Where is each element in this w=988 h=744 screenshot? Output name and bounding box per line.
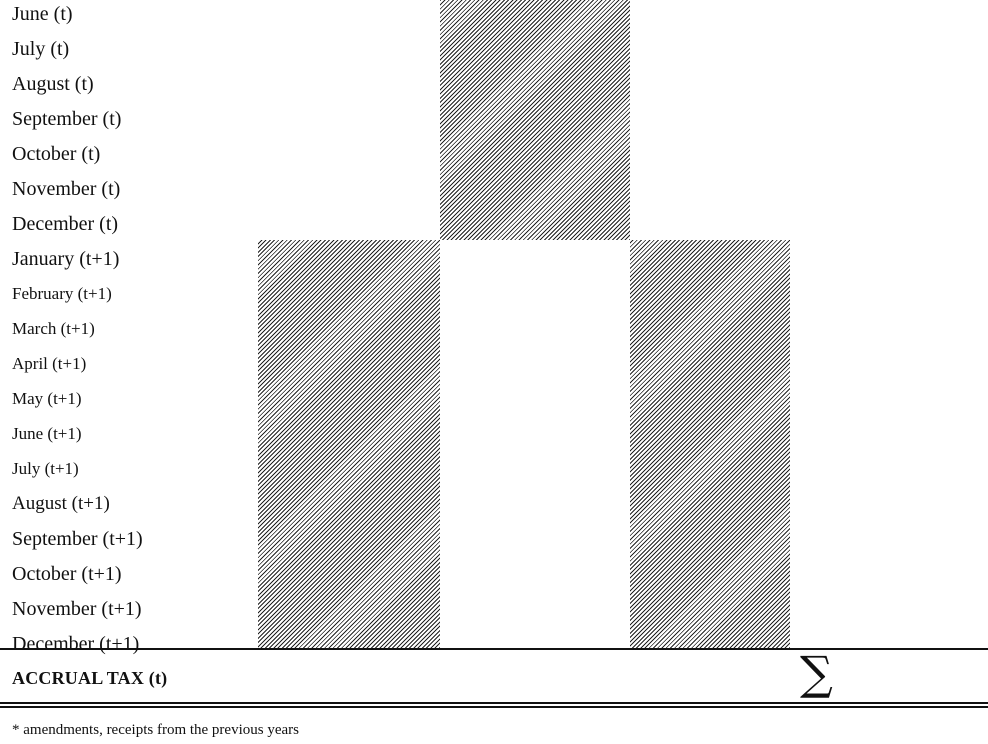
hatched-cell-current-year: [440, 0, 630, 240]
row-label: November (t+1): [12, 598, 142, 620]
row-label: June (t+1): [12, 424, 82, 443]
sum-symbol: ∑: [800, 646, 833, 700]
row-label: January (t+1): [12, 248, 120, 270]
row-label: February (t+1): [12, 284, 112, 303]
row-label: December (t+1): [12, 633, 140, 655]
row-label: August (t+1): [12, 493, 110, 514]
row-label: October (t+1): [12, 563, 122, 585]
row-label: May (t+1): [12, 389, 82, 408]
hatched-cell-next-year-right: [630, 240, 790, 648]
total-bottom-rule-1: [0, 702, 988, 704]
row-label: December (t): [12, 213, 119, 235]
row-label: March (t+1): [12, 319, 95, 338]
accrual-tax-label: ACCRUAL TAX (t): [12, 668, 168, 688]
total-bottom-rule-2: [0, 706, 988, 708]
row-label: October (t): [12, 143, 101, 165]
row-label: June (t): [12, 3, 73, 25]
hatched-cell-next-year-left: [258, 240, 440, 648]
row-label: August (t): [12, 73, 94, 95]
total-top-rule: [0, 648, 988, 650]
row-label: April (t+1): [12, 354, 87, 373]
row-label: September (t+1): [12, 528, 143, 550]
row-label: July (t): [12, 38, 70, 60]
row-label: July (t+1): [12, 459, 79, 478]
footnote: * amendments, receipts from the previous…: [12, 722, 299, 738]
row-label: September (t): [12, 108, 122, 130]
row-label: November (t): [12, 178, 121, 200]
